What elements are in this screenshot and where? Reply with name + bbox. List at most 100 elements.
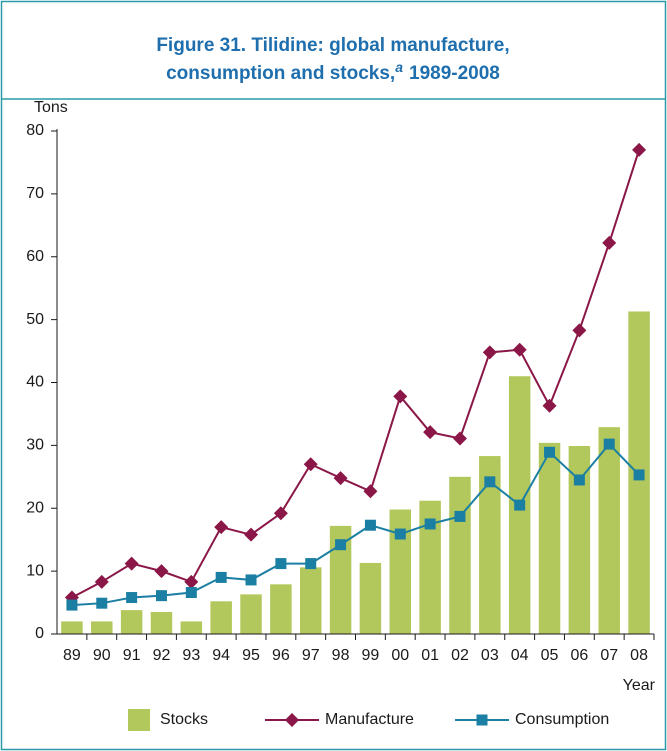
y-tick-label: 70 <box>26 185 44 202</box>
point <box>572 323 587 338</box>
x-tick-label: 08 <box>630 647 648 664</box>
point <box>124 556 139 571</box>
x-tick-label: 90 <box>93 647 111 664</box>
point <box>633 469 645 481</box>
x-tick-label: 01 <box>421 647 439 664</box>
point <box>632 142 647 157</box>
point <box>273 506 288 521</box>
bar <box>299 567 322 634</box>
y-tick-label: 60 <box>26 248 44 265</box>
legend-label: Manufacture <box>325 711 414 728</box>
point <box>423 425 438 440</box>
bar <box>61 621 83 634</box>
x-tick-label: 00 <box>391 647 409 664</box>
bar <box>568 446 591 634</box>
y-tick-label: 40 <box>26 374 44 391</box>
point <box>66 599 78 611</box>
x-tick-label: 99 <box>362 647 380 664</box>
x-tick-label: 94 <box>212 647 230 664</box>
x-tick-label: 93 <box>182 647 200 664</box>
point <box>303 457 318 472</box>
point <box>305 558 317 570</box>
point <box>363 484 378 499</box>
point <box>482 345 497 360</box>
chart-title: 1989-2008 <box>409 63 500 84</box>
point <box>335 539 347 551</box>
footnote-marker: a <box>395 59 403 75</box>
legend-label: Stocks <box>160 711 208 728</box>
x-tick-label: 97 <box>302 647 320 664</box>
point <box>454 510 466 522</box>
bar <box>419 500 441 634</box>
y-axis-label: Tons <box>34 99 68 116</box>
point <box>364 519 376 531</box>
point <box>155 590 167 602</box>
point <box>184 574 199 589</box>
x-tick-label: 02 <box>451 647 469 664</box>
point <box>603 438 615 450</box>
x-tick-label: 03 <box>481 647 499 664</box>
point <box>94 574 109 589</box>
bar <box>538 442 561 634</box>
bar <box>359 562 382 634</box>
point <box>96 597 108 609</box>
bar <box>270 584 292 634</box>
legend-swatch <box>476 714 488 726</box>
x-tick-label: 05 <box>541 647 559 664</box>
chart-title: consumption and stocks,a 1989-2008 <box>166 59 500 84</box>
x-tick-label: 89 <box>63 647 81 664</box>
point <box>185 587 197 599</box>
point <box>542 398 557 413</box>
bar <box>120 610 143 634</box>
point <box>214 520 229 535</box>
point <box>544 446 556 458</box>
y-tick-label: 30 <box>26 437 44 454</box>
bar <box>389 509 412 634</box>
point <box>244 527 259 542</box>
legend-swatch <box>285 713 299 727</box>
point <box>275 558 287 570</box>
bar <box>240 594 262 634</box>
bar <box>598 427 620 634</box>
point <box>452 431 467 446</box>
x-tick-label: 95 <box>242 647 260 664</box>
y-tick-label: 80 <box>26 122 44 139</box>
point <box>393 389 408 404</box>
point <box>154 564 169 579</box>
y-tick-label: 0 <box>35 625 44 642</box>
point <box>333 471 348 486</box>
point <box>573 474 585 486</box>
x-axis-label: Year <box>623 677 656 694</box>
x-tick-label: 96 <box>272 647 290 664</box>
x-tick-label: 92 <box>153 647 171 664</box>
x-tick-label: 04 <box>511 647 529 664</box>
bar <box>449 476 471 634</box>
point <box>514 499 526 511</box>
bar <box>150 611 173 634</box>
point <box>126 592 138 604</box>
point <box>602 235 617 250</box>
x-tick-label: 91 <box>123 647 141 664</box>
x-tick-label: 06 <box>570 647 588 664</box>
y-tick-label: 20 <box>26 499 44 516</box>
legend-label: Consumption <box>515 711 609 728</box>
chart-title: Figure 31. Tilidine: global manufacture, <box>156 35 509 56</box>
bar <box>329 525 352 634</box>
x-tick-label: 07 <box>600 647 618 664</box>
point <box>484 476 496 488</box>
y-tick-label: 10 <box>26 562 44 579</box>
point <box>215 571 227 583</box>
y-tick-label: 50 <box>26 311 44 328</box>
bar <box>479 456 501 634</box>
x-tick-label: 98 <box>332 647 350 664</box>
point <box>424 518 436 530</box>
point <box>245 574 257 586</box>
point <box>512 342 527 357</box>
point <box>394 528 406 540</box>
legend-swatch <box>128 709 150 731</box>
chart-title: consumption and stocks, <box>166 63 395 84</box>
bar <box>180 621 203 634</box>
bar <box>91 621 113 634</box>
